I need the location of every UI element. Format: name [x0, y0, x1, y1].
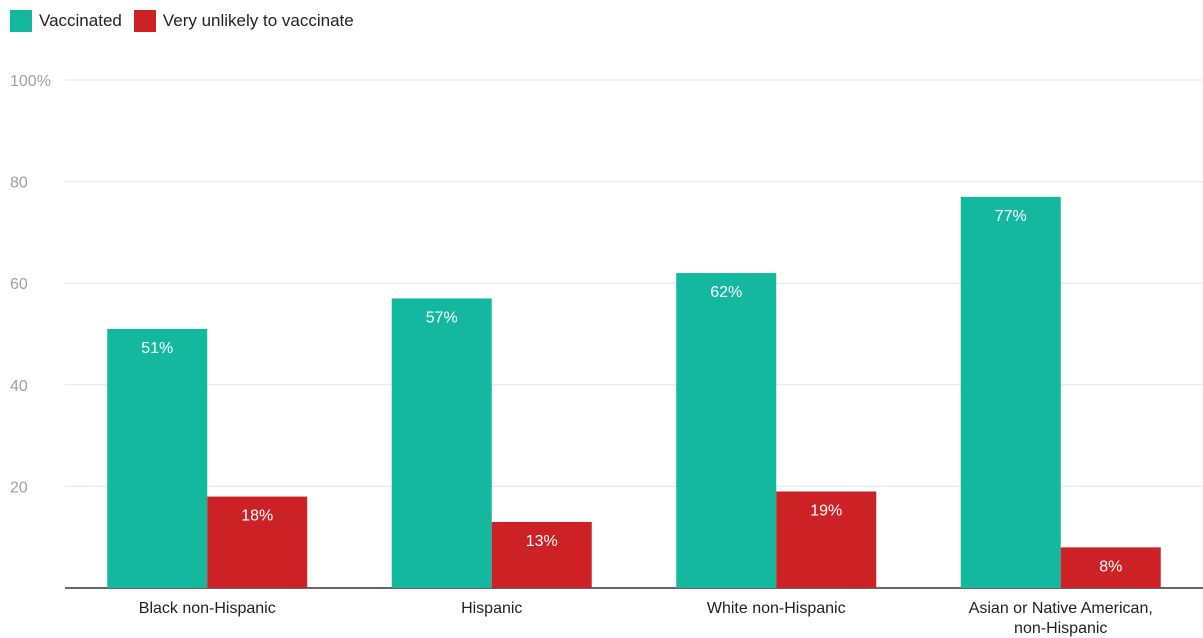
data-label: 57% — [426, 309, 458, 326]
data-label: 62% — [710, 284, 742, 301]
x-tick-label: Black non-Hispanic — [139, 600, 276, 617]
x-tick-label: Asian or Native American, non-Hispanic — [969, 600, 1153, 637]
legend-swatch-vaccinated — [10, 10, 32, 32]
y-tick-label: 80 — [10, 175, 28, 192]
bar-vaccinated — [676, 273, 777, 588]
data-label: 77% — [995, 208, 1027, 225]
data-label: 19% — [810, 502, 842, 519]
x-tick-label: Hispanic — [461, 600, 522, 617]
x-tick-label: White non-Hispanic — [707, 600, 846, 617]
data-label: 51% — [141, 340, 173, 357]
y-tick-label: 40 — [10, 378, 28, 395]
bar-vaccinated — [391, 298, 492, 588]
legend-item-very-unlikely: Very unlikely to vaccinate — [133, 10, 354, 32]
bar-vaccinated — [960, 196, 1061, 588]
y-tick-label: 60 — [10, 276, 28, 293]
bar-very-unlikely — [1060, 547, 1161, 588]
legend-swatch-very-unlikely — [133, 10, 156, 32]
bar-very-unlikely — [207, 496, 308, 588]
data-label: 8% — [1099, 558, 1122, 575]
bar-vaccinated — [107, 328, 208, 588]
legend-label-vaccinated: Vaccinated — [39, 11, 122, 30]
legend-label-very-unlikely: Very unlikely to vaccinate — [162, 11, 354, 30]
bar-very-unlikely — [776, 491, 877, 588]
legend: Vaccinated Very unlikely to vaccinate — [10, 10, 366, 32]
data-label: 18% — [241, 508, 273, 525]
bar-very-unlikely — [491, 521, 592, 588]
legend-item-vaccinated: Vaccinated — [10, 10, 122, 32]
y-tick-label: 20 — [10, 479, 28, 496]
data-label: 13% — [526, 533, 558, 550]
y-tick-label: 100% — [10, 73, 51, 90]
